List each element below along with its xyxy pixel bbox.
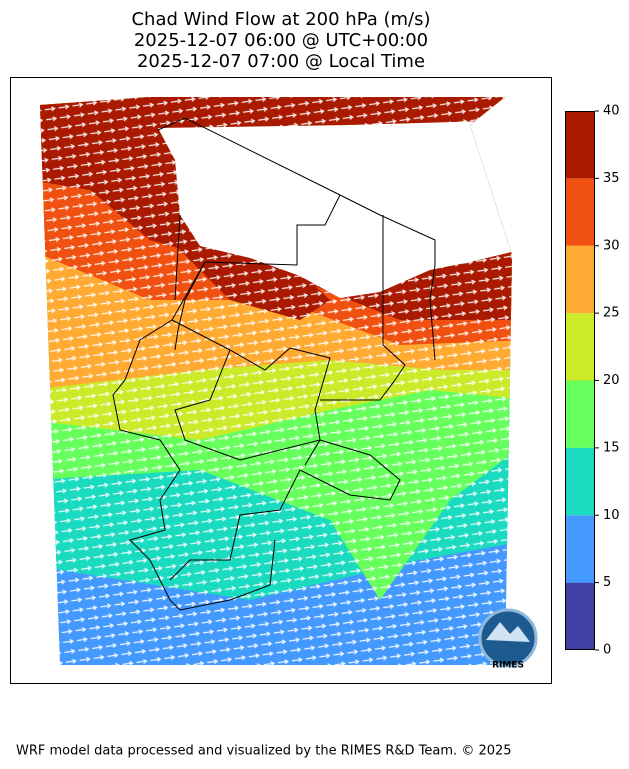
footer: WRF model data processed and visualized … (16, 744, 512, 759)
colorbar-tick-label: 20 (603, 373, 620, 388)
colorbar-segment (565, 178, 595, 246)
colorbar-tick-label: 0 (603, 643, 611, 658)
logo: RIMES (478, 608, 538, 671)
colorbar-segment (565, 582, 595, 650)
colorbar-segment (565, 380, 595, 448)
colorbar-frame (565, 111, 595, 650)
colorbar-tick-label: 10 (603, 508, 620, 523)
logo-text: RIMES (492, 661, 524, 671)
colorbar-tick-label: 35 (603, 171, 620, 186)
borders (112, 117, 436, 611)
colorbar-tick-label: 25 (603, 306, 620, 321)
map-frame (10, 77, 552, 684)
colorbar-segment (565, 111, 595, 179)
colorbar-segment (565, 245, 595, 314)
colorbar-tick-label: 30 (603, 238, 620, 253)
colorbar-tick-label: 40 (603, 104, 620, 119)
colorbar-tick-label: 15 (603, 440, 620, 455)
title-line: Chad Wind Flow at 200 hPa (m/s) (131, 9, 430, 30)
colorbar-segment (565, 313, 595, 381)
wind-field (40, 97, 512, 665)
colorbar-segment (565, 447, 595, 516)
title-line: 2025-12-07 06:00 @ UTC+00:00 (134, 30, 428, 51)
colorbar-tick-label: 5 (603, 575, 611, 590)
title-line: 2025-12-07 07:00 @ Local Time (137, 51, 425, 72)
colorbar-segment (565, 515, 595, 583)
